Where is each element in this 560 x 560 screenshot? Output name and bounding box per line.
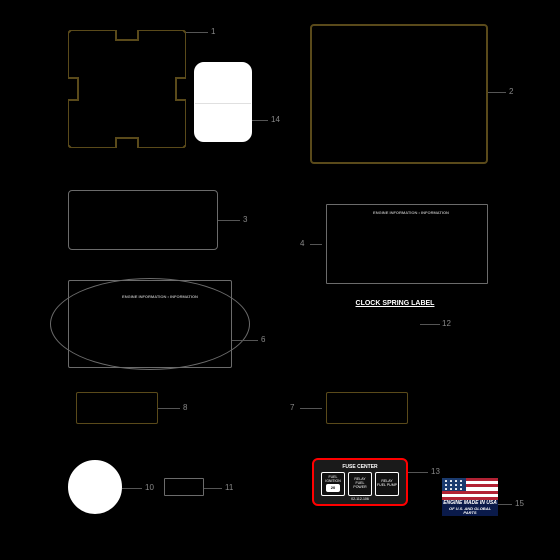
callout-line-8 [158,408,180,409]
small-rect-l [76,392,158,424]
callout-2: 2 [509,88,513,96]
big-panel [310,24,488,164]
small-rect-r [326,392,408,424]
callout-6: 6 [261,336,265,344]
fuse-cell-1: RELAY FUEL POWER [348,472,372,496]
callout-line-1 [186,32,208,33]
callout-15: 15 [515,500,524,508]
callout-line-13 [408,472,428,473]
fuse-cell-2: RELAY FUEL PUMP [375,472,399,496]
oval-title: ENGINE INFORMATION • INFORMATION [110,294,210,299]
oval [50,278,250,370]
callout-10: 10 [145,484,154,492]
callout-3: 3 [243,216,247,224]
callout-13: 13 [431,468,440,476]
callout-line-11 [204,488,222,489]
clock-label: CLOCK SPRING LABEL [350,300,440,307]
callout-12: 12 [442,320,451,328]
usa-flag-icon [442,478,498,500]
tiny-rect [164,478,204,496]
callout-line-2 [488,92,506,93]
callout-line-7 [300,408,322,409]
callout-1: 1 [211,28,215,36]
callout-4: 4 [300,240,304,248]
fuse-slot-0: 20 [326,484,340,492]
callout-14: 14 [271,116,280,124]
callout-line-15 [498,504,512,505]
callout-11: 11 [225,484,233,492]
mid-left-rect [68,190,218,250]
callout-line-10 [122,488,142,489]
fuse-cell-0: FUEL IGNITION20 [321,472,345,496]
fuse-box: FUSE CENTER FUEL IGNITION20 RELAY FUEL POW… [312,458,408,506]
callout-line-6 [232,340,258,341]
callout-7: 7 [290,404,294,412]
fuse-box-footer: 02-112-106 [351,497,369,501]
callout-line-3 [218,220,240,221]
callout-8: 8 [183,404,187,412]
info-box [326,204,488,284]
circle [68,460,122,514]
callout-line-14 [252,120,268,121]
fuse-row: FUEL IGNITION20 RELAY FUEL POWER RELAY FUE… [321,472,399,496]
callout-line-4 [310,244,322,245]
flag-line2: OF U.S. AND GLOBAL PARTS [442,507,498,517]
panel-gasket [68,30,186,148]
info-box-title: ENGINE INFORMATION • INFORMATION [366,210,456,215]
white-card [194,62,252,142]
made-in-usa-badge: ENGINE MADE IN USAOF U.S. AND GLOBAL PAR… [442,478,498,516]
fuse-cell-label-0: FUEL IGNITION [323,476,343,484]
callout-line-12 [420,324,440,325]
fuse-cell-label-2: RELAY FUEL PUMP [377,480,397,488]
fuse-cell-label-1: RELAY FUEL POWER [350,478,370,490]
fuse-box-title: FUSE CENTER [342,464,377,470]
